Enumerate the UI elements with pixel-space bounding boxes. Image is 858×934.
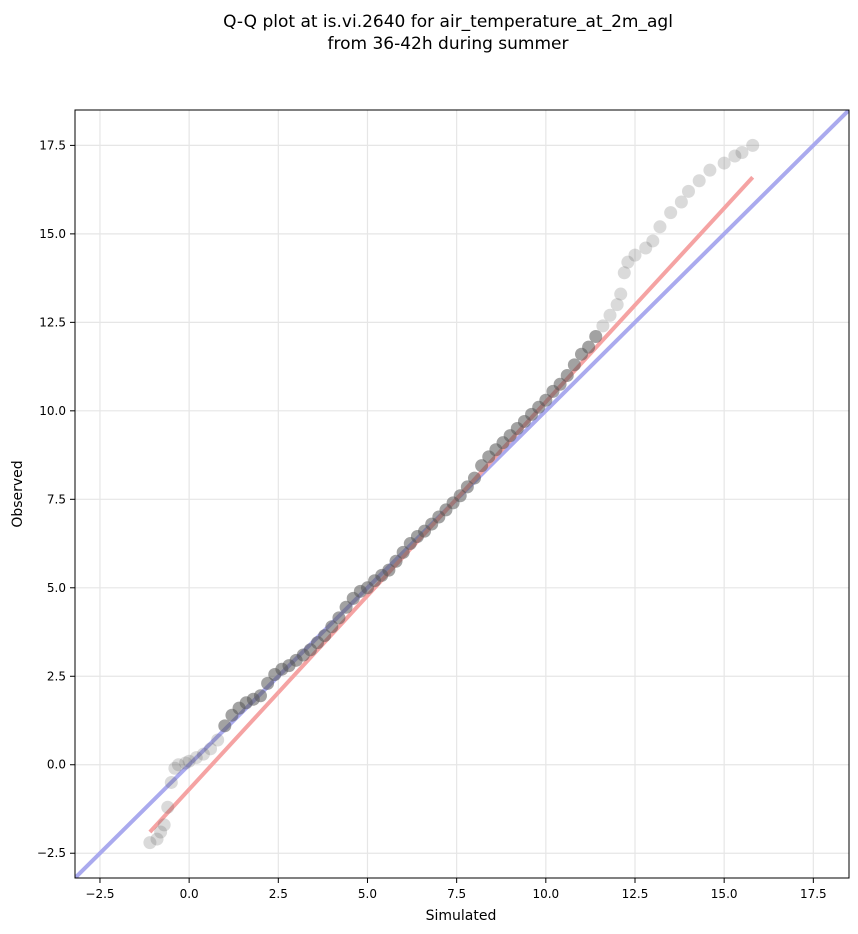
x-tick-label: 15.0 — [711, 887, 738, 901]
x-tick-label: −2.5 — [85, 887, 114, 901]
data-point — [189, 751, 203, 765]
data-point — [603, 308, 617, 322]
data-point — [735, 145, 749, 159]
data-point — [253, 689, 267, 703]
data-point — [204, 742, 218, 756]
data-point — [610, 298, 624, 312]
data-point — [161, 800, 175, 814]
x-ticks: −2.5 0.0 2.5 5.0 7.5 10.0 12.5 15.0 17.5 — [85, 878, 827, 901]
x-tick-label: 0.0 — [180, 887, 199, 901]
data-point — [157, 818, 171, 832]
plot-frame — [74, 109, 850, 879]
data-point — [681, 184, 695, 198]
data-point — [646, 234, 660, 248]
data-point — [261, 676, 275, 690]
x-tick-label: 10.0 — [532, 887, 559, 901]
y-tick-label: 15.0 — [39, 227, 66, 241]
data-point — [553, 377, 567, 391]
data-point — [746, 138, 760, 152]
x-tick-label: 5.0 — [358, 887, 377, 901]
data-point — [703, 163, 717, 177]
data-point — [196, 747, 210, 761]
y-ticks: −2.5 0.0 2.5 5.0 7.5 10.0 12.5 15.0 17.5 — [37, 138, 75, 860]
y-tick-label: 7.5 — [47, 492, 66, 506]
plot-area-clip — [75, 110, 849, 878]
x-tick-label: 2.5 — [269, 887, 288, 901]
data-point — [475, 459, 489, 473]
chart-title-line-2: from 36-42h during summer — [328, 34, 569, 54]
data-point — [168, 761, 182, 775]
data-point — [182, 754, 196, 768]
data-point — [460, 480, 474, 494]
y-axis-label: Observed — [10, 460, 26, 527]
data-point — [674, 195, 688, 209]
data-point — [589, 330, 603, 344]
data-point — [150, 832, 164, 846]
data-point — [717, 156, 731, 170]
data-point — [453, 489, 467, 503]
y-tick-label: 12.5 — [39, 315, 66, 329]
data-point — [617, 266, 631, 280]
data-point — [567, 358, 581, 372]
data-point — [143, 836, 157, 850]
data-point — [218, 719, 232, 733]
chart-title-line-1: Q-Q plot at is.vi.2640 for air_temperatu… — [223, 12, 673, 32]
data-point — [171, 758, 185, 772]
y-tick-label: 0.0 — [47, 758, 66, 772]
data-point — [653, 220, 667, 234]
data-point — [164, 775, 178, 789]
data-point — [628, 248, 642, 262]
data-point — [614, 287, 628, 301]
data-point — [621, 255, 635, 269]
data-point — [639, 241, 653, 255]
data-point — [389, 554, 403, 568]
x-axis-label: Simulated — [426, 908, 497, 924]
data-point — [539, 393, 553, 407]
y-tick-label: 2.5 — [47, 669, 66, 683]
y-tick-label: −2.5 — [37, 846, 66, 860]
x-tick-label: 7.5 — [447, 887, 466, 901]
data-point — [325, 620, 339, 634]
data-point — [582, 340, 596, 354]
data-point — [560, 368, 574, 382]
data-point — [339, 600, 353, 614]
data-point — [332, 611, 346, 625]
data-point — [382, 563, 396, 577]
data-point — [396, 545, 410, 559]
data-point — [728, 149, 742, 163]
data-point — [211, 733, 225, 747]
x-tick-label: 12.5 — [622, 887, 649, 901]
data-point — [664, 206, 678, 220]
x-tick-label: 17.5 — [800, 887, 827, 901]
data-point — [467, 471, 481, 485]
data-point — [154, 825, 168, 839]
data-point — [179, 756, 193, 770]
data-points — [143, 138, 760, 850]
y-tick-label: 5.0 — [47, 581, 66, 595]
data-point — [596, 319, 610, 333]
data-point — [692, 174, 706, 188]
y-tick-label: 10.0 — [39, 404, 66, 418]
data-point — [318, 629, 332, 643]
y-tick-label: 17.5 — [39, 138, 66, 152]
